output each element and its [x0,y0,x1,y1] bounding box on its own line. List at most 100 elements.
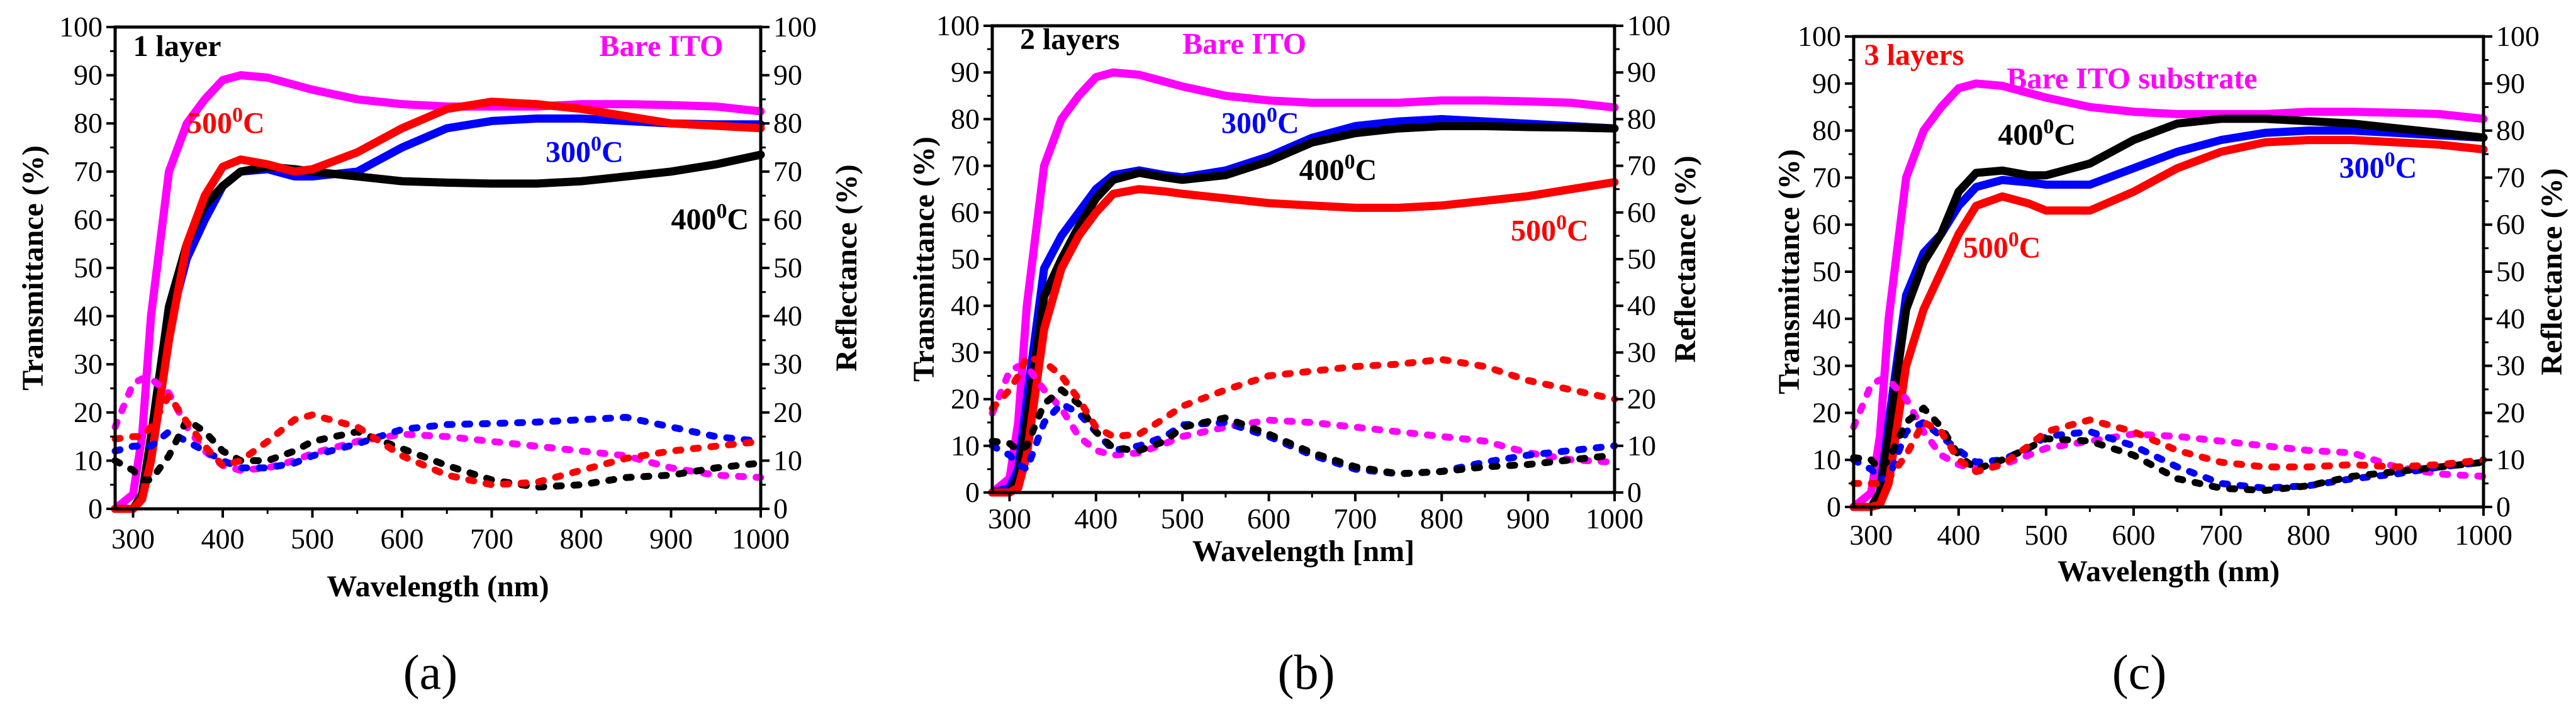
y-axis-title-left: Transmittance (%) [1772,149,1806,394]
y-tick-label-right: 10 [2496,443,2525,476]
y-tick-label-right: 40 [1627,289,1656,321]
y-tick-label-right: 70 [1627,150,1656,182]
y-tick-label-right: 90 [1627,56,1656,88]
series-label: 5000C [1511,211,1589,247]
y-tick-label-left: 70 [1812,161,1841,193]
x-tick-label: 600 [2112,519,2155,551]
y-tick-label-left: 0 [965,476,980,508]
y-tick-label-left: 80 [1812,114,1841,147]
series-label-text: Bare ITO [600,30,724,63]
x-tick-label: 300 [111,523,155,555]
series-label-text: 400 [671,203,717,236]
y-tick-label-right: 90 [773,59,802,91]
y-tick-label-right: 30 [2496,350,2525,382]
series-label: 3 layers [1864,38,1964,72]
series-label-text: 500 [1511,214,1556,247]
series-label: 3000C [1221,104,1299,140]
y-tick-label-right: 40 [2496,303,2525,335]
x-tick-label: 400 [201,523,245,555]
panel-caption: (c) [2112,645,2167,699]
y-tick-label-right: 10 [1627,430,1656,462]
y-tick-label-left: 40 [74,300,103,332]
y-tick-label-left: 50 [951,243,980,275]
reflectance-line-500c-r [1850,416,2487,487]
degree-superscript: 0 [2385,148,2395,171]
series-label: Bare ITO [1182,28,1306,61]
y-tick-label-right: 90 [2496,67,2525,99]
series-label: Bare ITO substrate [2007,62,2257,95]
y-tick-label-left: 60 [74,203,103,235]
transmittance-line-500c-t [988,178,1619,497]
transmittance-line-500c-t [1849,136,2488,511]
x-tick-label: 1000 [1586,503,1644,535]
degree-superscript: 0 [1556,211,1567,234]
y-axis-title-right: Reflectance (%) [2535,168,2568,375]
degree-superscript: 0 [2043,115,2054,138]
y-tick-label-left: 60 [951,196,980,228]
y-tick-label-right: 60 [773,203,802,235]
chart-panel-a: 0 0 10 10 20 20 30 30 40 40 50 50 60 60 70 70 80 80 90 90 10… [16,11,863,699]
y-tick-label-left: 40 [951,289,980,321]
y-tick-label-right: 70 [773,155,802,187]
series-label: 2 layers [1020,23,1120,56]
x-tick-label: 700 [470,523,513,555]
reflectance-line-400c-r [988,386,1618,477]
panel-caption: (a) [403,645,458,699]
x-tick-label: 1000 [2455,519,2512,551]
transmittance-line-bare-ito-t [988,68,1619,497]
x-tick-label: 1000 [732,523,790,555]
y-tick-label-left: 80 [951,103,980,135]
series-label-text: 3 layers [1864,38,1964,72]
y-tick-label-right: 50 [1627,243,1656,275]
series-label: Bare ITO [600,30,724,63]
reflectance-line-400c-r [111,416,764,491]
y-tick-label-left: 80 [74,107,103,139]
y-tick-label-left: 10 [74,444,103,476]
x-axis-title: Wavelength (nm) [327,570,549,603]
y-tick-label-right: 100 [773,11,817,43]
unit-suffix: C [1277,107,1299,140]
x-tick-label: 600 [1247,503,1291,535]
series-label-text: 500 [187,107,232,140]
reflectance-line-bare-ito-r [111,375,764,481]
x-tick-label: 300 [1849,519,1893,551]
y-tick-label-right: 70 [2496,161,2525,193]
x-tick-label: 500 [1161,503,1204,535]
y-tick-label-left: 70 [951,150,980,182]
y-tick-label-left: 100 [936,9,980,42]
y-tick-label-right: 30 [1627,336,1656,368]
series-label-text: 1 layer [133,30,221,63]
chart-panel-c: 0 0 10 10 20 20 30 30 40 40 50 50 60 60 70 70 80 80 90 90 10… [1772,20,2568,699]
unit-suffix: C [1355,153,1377,187]
y-tick-label-left: 40 [1812,303,1841,335]
y-tick-label-left: 70 [74,155,103,187]
x-tick-label: 800 [2287,519,2330,551]
series-label-text: 300 [546,135,591,169]
y-tick-label-left: 90 [951,56,980,88]
reflectance-line-300c-r [111,414,764,472]
series-label-text: 400 [1299,153,1345,187]
x-tick-label: 500 [291,523,334,555]
x-axis-title: Wavelength [nm] [1192,535,1414,568]
x-tick-label: 400 [1074,503,1117,535]
reflectance-line-500c-r [111,392,764,489]
series-label: 3000C [546,132,624,169]
x-axis-title: Wavelength (nm) [2058,555,2280,588]
y-tick-label-right: 50 [2496,255,2525,287]
transmittance-line-500c-t [111,97,765,513]
series-label-text: 500 [1963,231,2008,265]
series-label: 3000C [2339,148,2417,184]
y-tick-label-left: 50 [74,252,103,284]
x-tick-label: 400 [1937,519,1980,551]
y-tick-label-right: 30 [773,348,802,380]
x-tick-label: 800 [560,523,603,555]
y-axis-title-right: Reflectance (%) [1669,155,1702,362]
panel-caption: (b) [1278,645,1335,699]
reflectance-line-500c-r [988,353,1618,440]
x-tick-label: 800 [1420,503,1464,535]
x-tick-label: 700 [2199,519,2243,551]
y-tick-label-left: 10 [1812,443,1841,476]
series-label: 4000C [1299,150,1377,187]
y-tick-label-left: 20 [74,396,103,428]
